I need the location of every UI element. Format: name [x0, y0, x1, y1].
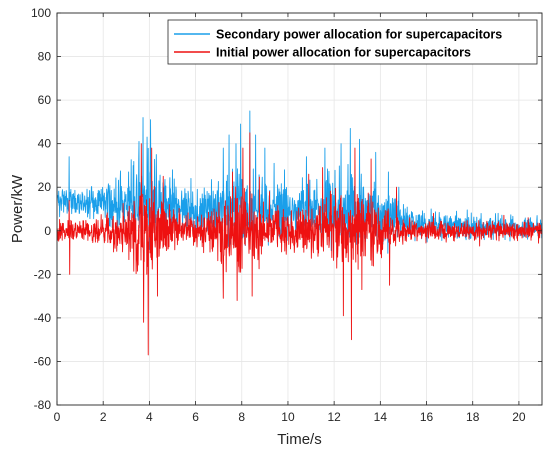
x-tick-label: 4: [146, 410, 153, 424]
y-tick-label: 20: [38, 180, 52, 194]
label-layer: 0 2 4 6 8 10 12 14 16 18 20 -80 -60 -40 -20 0 20 40 60 80 10…: [31, 6, 526, 424]
legend: Secondary power allocation for supercapa…: [167, 19, 538, 65]
legend-label-initial: Initial power allocation for supercapaci…: [216, 46, 471, 60]
series-line-initial: [56, 132, 543, 356]
legend-label-secondary: Secondary power allocation for supercapa…: [216, 28, 502, 42]
x-tick-label: 20: [512, 410, 526, 424]
x-tick-label: 18: [466, 410, 480, 424]
x-tick-label: 6: [192, 410, 199, 424]
x-tick-label: 2: [100, 410, 107, 424]
y-tick-label: 0: [44, 224, 51, 238]
y-tick-label: -80: [34, 398, 52, 412]
tick-layer: [56, 12, 542, 406]
legend-box: [167, 19, 538, 65]
x-tick-label: 12: [327, 410, 341, 424]
x-tick-label: 10: [281, 410, 295, 424]
x-tick-label: 8: [238, 410, 245, 424]
series-layer: [56, 110, 543, 356]
y-tick-label: 60: [38, 93, 52, 107]
y-tick-label: 80: [38, 50, 52, 64]
y-tick-label: 100: [31, 6, 51, 20]
x-axis-title: Time/s: [277, 431, 321, 448]
x-tick-label: 14: [374, 410, 388, 424]
y-tick-label: -60: [34, 354, 52, 368]
x-tick-label: 0: [54, 410, 61, 424]
y-tick-label: -40: [34, 311, 52, 325]
y-axis-title: Power/kW: [9, 174, 26, 243]
x-tick-label: 16: [420, 410, 434, 424]
y-tick-label: 40: [38, 137, 52, 151]
plot-frame: [56, 12, 543, 406]
y-tick-label: -20: [34, 267, 52, 281]
